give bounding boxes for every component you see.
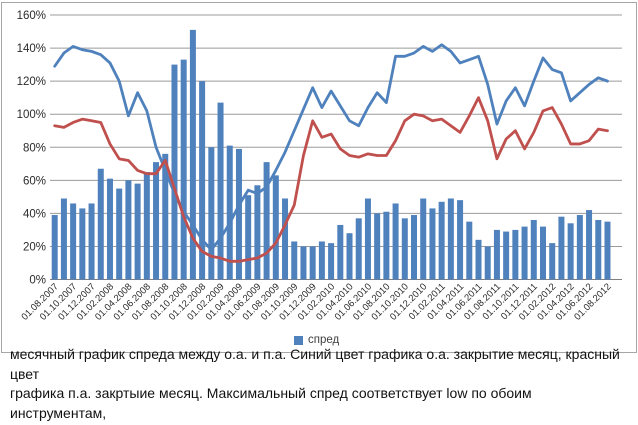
- spread-bar: [97, 168, 104, 280]
- spread-bar: [199, 81, 206, 280]
- spread-bar: [346, 233, 353, 280]
- spread-bar: [595, 219, 602, 280]
- spread-bar: [401, 218, 408, 280]
- spread-bar: [60, 198, 67, 280]
- spread-bar: [447, 198, 454, 280]
- spread-bar: [457, 200, 464, 280]
- chart-caption: месячный график спреда между о.а. и п.а.…: [10, 345, 630, 425]
- spread-bar: [374, 213, 381, 280]
- spread-bar: [245, 195, 252, 280]
- spread-bar: [272, 175, 279, 280]
- spread-bar: [153, 162, 160, 280]
- spread-bar: [282, 198, 289, 280]
- spread-bar: [355, 218, 362, 280]
- spread-bar: [106, 178, 113, 280]
- spread-bar: [318, 241, 325, 280]
- spread-bar: [88, 203, 95, 280]
- legend-color-swatch-icon: [294, 335, 303, 345]
- spread-bar: [79, 208, 86, 280]
- y-tick-label: 100%: [17, 109, 46, 121]
- spread-bar: [493, 229, 500, 280]
- y-tick-label: 160%: [17, 10, 46, 22]
- spread-bar: [567, 223, 574, 280]
- y-tick-label: 80%: [23, 142, 46, 154]
- legend: спред: [294, 334, 339, 346]
- spread-bar: [235, 148, 242, 280]
- caption-line-1: месячный график спреда между о.а. и п.а.…: [10, 346, 620, 382]
- spread-bar: [364, 198, 371, 280]
- spread-bar: [466, 221, 473, 280]
- spread-bar: [549, 243, 556, 280]
- y-tick-label: 40%: [23, 208, 46, 220]
- red-close-line: [53, 96, 609, 263]
- spread-bar: [116, 188, 123, 280]
- spread-bar: [392, 203, 399, 280]
- spread-bar: [51, 215, 58, 280]
- spread-bar: [162, 153, 169, 280]
- spread-bar: [484, 246, 491, 280]
- spread-bar: [328, 243, 335, 280]
- spread-bar: [180, 59, 187, 280]
- spread-bar: [263, 162, 270, 280]
- legend-label: спред: [308, 334, 340, 346]
- spread-bar: [576, 215, 583, 280]
- spread-bar: [539, 226, 546, 280]
- spread-bar: [530, 219, 537, 280]
- y-tick-label: 0%: [29, 275, 46, 287]
- spread-bar: [420, 198, 427, 280]
- spread-bar: [300, 246, 307, 280]
- spread-bar: [521, 226, 528, 280]
- y-tick-label: 120%: [17, 76, 46, 88]
- spread-bar: [429, 208, 436, 280]
- spread-bar: [143, 172, 150, 280]
- spread-bar: [503, 231, 510, 280]
- spread-bar: [309, 246, 316, 280]
- spread-bar: [337, 224, 344, 280]
- blue-close-line: [53, 43, 609, 252]
- y-tick-label: 140%: [17, 43, 46, 55]
- spread-bar: [586, 210, 593, 280]
- spread-bar: [134, 183, 141, 280]
- chart-canvas: 0%20%40%60%80%100%120%140%160%01.08.2007…: [17, 10, 622, 323]
- spread-bar: [411, 215, 418, 280]
- spread-bar: [438, 201, 445, 280]
- spread-bar: [217, 102, 224, 280]
- spread-bar: [226, 145, 233, 280]
- spread-bar: [125, 180, 132, 280]
- spread-bar: [254, 185, 261, 280]
- spread-bar: [558, 216, 565, 280]
- caption-line-2: графика п.а. закртыие месяц. Максимальны…: [10, 385, 532, 421]
- chart-frame: 0% 20% 40% 60% 80% 100% 120% 140% 160% 01.08.2007…: [1, 2, 637, 353]
- y-tick-label: 20%: [23, 241, 46, 253]
- spread-bar: [475, 239, 482, 280]
- spread-bar: [604, 221, 611, 280]
- y-tick-label: 60%: [23, 175, 46, 187]
- spread-bar: [512, 229, 519, 280]
- spread-bar: [383, 211, 390, 280]
- spread-bar: [70, 203, 77, 280]
- spread-bar: [189, 29, 196, 280]
- spread-bar: [171, 64, 178, 280]
- spread-bar: [291, 241, 298, 280]
- spread-bar: [208, 147, 215, 280]
